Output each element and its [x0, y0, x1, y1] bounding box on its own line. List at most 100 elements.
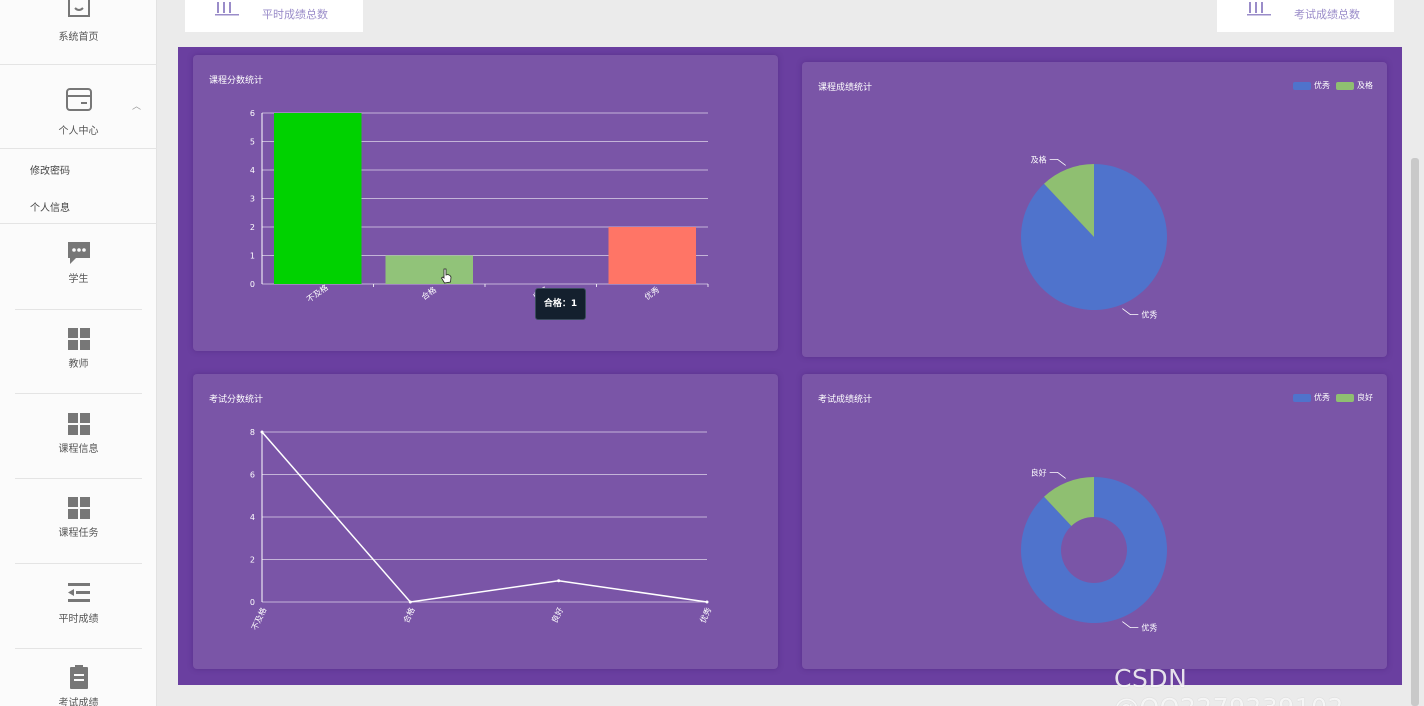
pie-label: 优秀 — [1141, 623, 1157, 633]
bar — [385, 255, 473, 284]
panel-title: 课程成绩统计 — [818, 83, 873, 93]
y-tick-label: 2 — [250, 556, 255, 565]
y-tick-label: 5 — [250, 138, 255, 147]
pie-label-line — [1122, 308, 1139, 315]
clipboard-icon — [70, 665, 88, 689]
sidebar-item-regular-scores-label: 平时成绩 — [58, 614, 99, 625]
y-tick-label: 0 — [250, 598, 255, 607]
pie-slice — [1044, 164, 1094, 237]
sidebar-item-course-task[interactable]: 课程任务 — [0, 479, 157, 563]
legend-swatch[interactable] — [1336, 393, 1354, 402]
divider — [0, 223, 157, 224]
sidebar-item-personal-center-label: 个人中心 — [58, 126, 99, 137]
divider — [15, 393, 142, 394]
legend-label[interactable]: 优秀 — [1314, 81, 1330, 90]
line-chart: 0 2 4 6 8 不及格 合格 良好 优秀 — [249, 428, 714, 632]
bar-chart: 0123456不及格合格良好优秀 — [250, 109, 709, 304]
divider — [0, 148, 157, 149]
y-tick-label: 4 — [250, 166, 255, 175]
y-tick-label: 4 — [250, 513, 255, 522]
sidebar-item-student[interactable]: 学生 — [0, 224, 157, 309]
y-tick-label: 8 — [250, 428, 255, 437]
indent-list-icon — [68, 583, 90, 602]
data-point — [260, 430, 264, 434]
sidebar-item-personal-center[interactable]: 个人中心 — [0, 65, 157, 149]
data-point — [705, 600, 709, 604]
y-tick-label: 6 — [250, 109, 255, 118]
pie-label-line — [1049, 159, 1066, 166]
bar — [608, 227, 696, 284]
y-tick-label: 0 — [250, 280, 255, 289]
divider — [15, 309, 142, 310]
divider — [15, 648, 142, 649]
pie-chart: 优秀 及格 — [1021, 154, 1167, 320]
bar-chart-icon — [215, 2, 239, 16]
legend-label[interactable]: 及格 — [1357, 81, 1373, 90]
pie-slice — [1021, 477, 1167, 623]
grid-icon — [68, 328, 90, 350]
legend-swatch[interactable] — [1336, 81, 1354, 90]
panel-title: 课程分数统计 — [209, 76, 264, 86]
pie-label-line — [1122, 621, 1139, 628]
data-point — [408, 600, 412, 604]
divider — [0, 64, 157, 65]
sidebar-subitem-personal-info[interactable]: 个人信息 — [30, 203, 70, 214]
x-tick-label: 优秀 — [698, 606, 714, 625]
stat-card-exam-total: 考试成绩总数 — [1217, 0, 1394, 32]
panel-course-grade-stats: 课程成绩统计 优秀 及格 优秀 及格 — [802, 62, 1387, 357]
stat-card-regular-total: 平时成绩总数 — [185, 0, 363, 32]
pie-label-line — [1049, 472, 1066, 479]
chart-legend: 优秀 良好 — [1293, 392, 1373, 403]
legend-label[interactable]: 优秀 — [1314, 393, 1330, 402]
card-icon — [66, 88, 92, 111]
sidebar-item-exam-scores[interactable]: 考试成绩 — [0, 649, 157, 706]
bar-chart-icon — [1247, 2, 1271, 16]
x-tick-label: 优秀 — [642, 284, 661, 301]
panel-exam-score-stats: 考试分数统计 0 2 4 6 8 不及格 合格 良好 优秀 — [193, 374, 778, 669]
data-point — [557, 579, 561, 583]
y-tick-label: 3 — [250, 195, 255, 204]
sidebar-item-home-label: 系统首页 — [58, 32, 99, 43]
pie-label: 良好 — [1031, 467, 1047, 477]
sidebar-subitem-change-password[interactable]: 修改密码 — [30, 166, 70, 177]
panel-course-score-stats: 课程分数统计 0123456不及格合格良好优秀 — [193, 55, 778, 351]
sidebar-item-teacher-label: 教师 — [68, 359, 89, 370]
x-tick-label: 良好 — [549, 606, 565, 625]
sidebar-item-course-task-label: 课程任务 — [58, 528, 99, 539]
legend-swatch[interactable] — [1293, 393, 1311, 402]
watermark: CSDN @QQ2279239102 — [1114, 664, 1343, 706]
legend-swatch[interactable] — [1293, 81, 1311, 90]
scrollbar[interactable] — [1411, 158, 1419, 706]
grid-icon — [68, 497, 90, 519]
x-tick-label: 合格 — [401, 606, 417, 625]
sidebar-item-regular-scores[interactable]: 平时成绩 — [0, 564, 157, 648]
sidebar-item-exam-scores-label: 考试成绩 — [58, 698, 99, 706]
stat-exam-total-label: 考试成绩总数 — [1294, 8, 1360, 21]
home-icon — [68, 0, 90, 17]
sidebar: 系统首页 个人中心 ︿ 修改密码 个人信息 学生 教师 课程信 — [0, 0, 157, 706]
hand-cursor-icon — [440, 268, 452, 284]
series-line — [261, 431, 708, 603]
panel-title: 考试分数统计 — [209, 395, 264, 405]
x-tick-label: 合格 — [419, 284, 438, 301]
chevron-up-icon[interactable]: ︿ — [132, 102, 142, 112]
sidebar-item-course-info[interactable]: 课程信息 — [0, 394, 157, 478]
sidebar-item-home[interactable]: 系统首页 — [0, 0, 157, 64]
y-tick-label: 2 — [250, 223, 255, 232]
pie-label: 优秀 — [1141, 310, 1157, 320]
donut-chart: 优秀 良好 — [1021, 467, 1167, 633]
pie-label: 及格 — [1031, 154, 1047, 164]
panel-title: 考试成绩统计 — [818, 395, 873, 405]
y-tick-label: 1 — [250, 252, 255, 261]
chat-icon — [68, 242, 90, 264]
legend-label[interactable]: 良好 — [1357, 393, 1373, 402]
x-tick-label: 不及格 — [249, 606, 268, 632]
chart-tooltip: 合格：1 — [535, 288, 586, 320]
bar — [274, 113, 362, 284]
chart-legend: 优秀 及格 — [1293, 80, 1373, 91]
panel-exam-grade-stats: 考试成绩统计 优秀 良好 优秀 良好 — [802, 374, 1387, 669]
y-tick-label: 6 — [250, 471, 255, 480]
stat-regular-total-label: 平时成绩总数 — [262, 8, 328, 21]
sidebar-item-teacher[interactable]: 教师 — [0, 310, 157, 394]
divider — [15, 478, 142, 479]
